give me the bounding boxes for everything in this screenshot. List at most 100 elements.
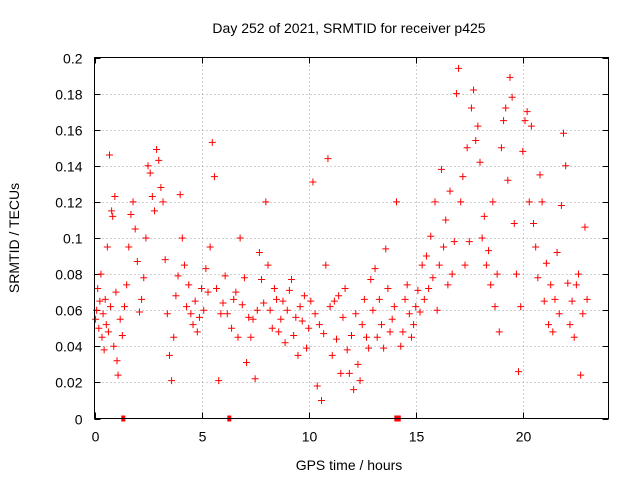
data-point [377, 321, 385, 329]
data-point [120, 303, 128, 311]
data-point [371, 265, 379, 273]
data-point [504, 176, 512, 184]
data-point [255, 248, 263, 256]
data-point [401, 295, 409, 303]
data-point [288, 276, 296, 284]
data-point [540, 297, 548, 305]
data-point [405, 310, 413, 318]
data-point [168, 377, 176, 385]
data-point [431, 198, 439, 206]
data-point [437, 165, 445, 173]
data-point [204, 288, 212, 296]
data-point [444, 281, 452, 289]
data-point [247, 333, 255, 341]
data-point [480, 212, 488, 220]
data-point [142, 234, 150, 242]
data-point [315, 321, 323, 329]
data-point [116, 315, 124, 323]
data-point [311, 310, 319, 318]
data-point [153, 146, 161, 154]
data-point [572, 281, 580, 289]
data-point [185, 281, 193, 289]
y-tick-label: 0.1 [63, 231, 83, 247]
data-point [109, 212, 117, 220]
data-point [322, 261, 330, 269]
data-point [100, 346, 108, 354]
data-point [326, 303, 334, 311]
data-point [461, 261, 469, 269]
data-point [307, 297, 315, 305]
data-point [296, 303, 304, 311]
data-point [103, 243, 111, 251]
data-point [114, 371, 122, 379]
data-point [253, 306, 261, 314]
data-point [330, 297, 338, 305]
data-point [148, 192, 156, 200]
data-point [534, 274, 542, 282]
data-point [412, 303, 420, 311]
data-point [448, 270, 456, 278]
data-point [418, 261, 426, 269]
data-point [210, 173, 218, 181]
data-point [118, 331, 126, 339]
data-point [525, 198, 533, 206]
data-point [390, 303, 398, 311]
data-point [213, 285, 221, 293]
data-point [497, 144, 505, 152]
data-point [530, 220, 538, 228]
data-point [270, 285, 278, 293]
data-point [123, 281, 131, 289]
data-point [365, 344, 373, 352]
data-point [144, 162, 152, 170]
data-point [191, 297, 199, 305]
data-point [551, 295, 559, 303]
data-point [309, 178, 317, 186]
data-point [208, 138, 216, 146]
y-tick-label: 0.02 [55, 375, 82, 391]
data-point [131, 225, 139, 233]
data-point [251, 375, 259, 383]
data-point [457, 198, 465, 206]
x-tick-label: 0 [92, 429, 100, 445]
data-point [562, 162, 570, 170]
data-point [341, 285, 349, 293]
data-point [570, 333, 578, 341]
data-point [198, 285, 206, 293]
data-point [133, 257, 141, 265]
chart-title: Day 252 of 2021, SRMTID for receiver p42… [212, 20, 485, 36]
data-point [553, 248, 561, 256]
data-point [435, 261, 443, 269]
data-point [170, 333, 178, 341]
y-tick-label: 0.04 [55, 339, 82, 355]
data-point [442, 216, 450, 224]
data-point [427, 232, 435, 240]
data-point [356, 377, 364, 385]
data-point [362, 333, 370, 341]
data-point [228, 324, 236, 332]
x-tick-label: 20 [516, 429, 532, 445]
data-point [555, 310, 563, 318]
data-point [459, 173, 467, 181]
data-point [94, 285, 102, 293]
data-point [163, 310, 171, 318]
data-point [416, 308, 424, 316]
data-point [335, 292, 343, 300]
data-point [538, 198, 546, 206]
data-point [373, 333, 381, 341]
data-point [557, 202, 565, 210]
y-tick-label: 0.08 [55, 267, 82, 283]
data-point [264, 261, 272, 269]
data-point [125, 243, 133, 251]
data-point [98, 333, 106, 341]
data-point [189, 321, 197, 329]
data-point [260, 299, 268, 307]
data-point [223, 310, 231, 318]
data-point [399, 328, 407, 336]
data-point [472, 137, 480, 145]
data-point [146, 169, 154, 177]
data-point [104, 328, 112, 336]
data-point [206, 243, 214, 251]
data-point [138, 295, 146, 303]
y-tick-label: 0.06 [55, 303, 82, 319]
data-point [564, 279, 572, 287]
